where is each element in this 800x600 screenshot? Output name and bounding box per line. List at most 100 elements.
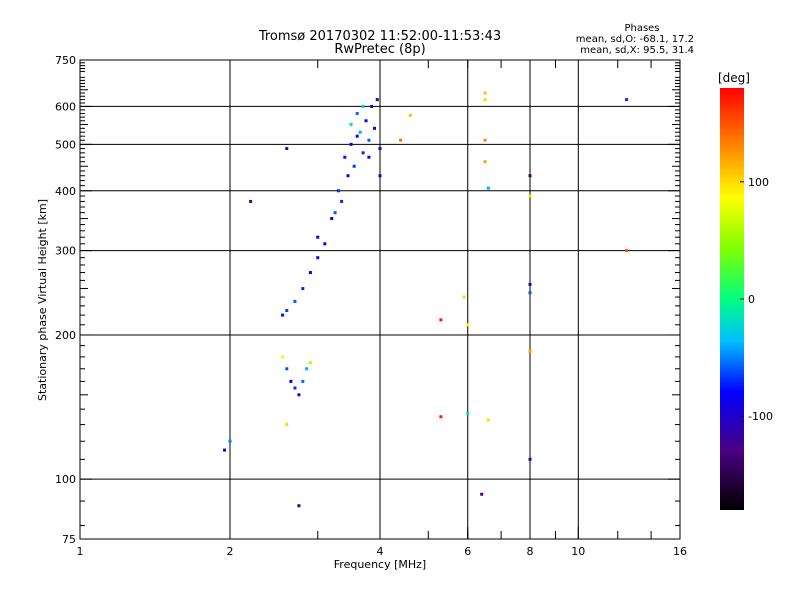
data-point xyxy=(373,126,377,130)
data-point xyxy=(349,142,353,146)
data-point xyxy=(439,415,443,419)
y-axis-ticks: 75 100 200 300 400 500 600 750 xyxy=(55,54,680,546)
colorbar-ticks: 100 0 -100 xyxy=(740,176,773,423)
data-point xyxy=(308,361,312,365)
y-tick-label: 300 xyxy=(55,245,76,258)
x-tick-label: 2 xyxy=(227,545,234,558)
data-point xyxy=(486,418,490,422)
data-point xyxy=(528,349,532,353)
chart-subtitle: RwPretec (8p) xyxy=(334,42,425,57)
data-point xyxy=(285,147,289,151)
y-tick-label: 100 xyxy=(55,473,76,486)
x-tick-label: 10 xyxy=(571,545,585,558)
colorbar: [deg] 100 0 -100 xyxy=(718,71,773,510)
data-point xyxy=(361,104,365,108)
data-point xyxy=(378,174,382,178)
data-point xyxy=(223,448,227,452)
data-point xyxy=(399,138,403,142)
data-point xyxy=(439,318,443,322)
colorbar-tick-label: 100 xyxy=(748,176,769,189)
data-point xyxy=(293,386,297,390)
x-tick-label: 1 xyxy=(77,545,84,558)
data-point xyxy=(336,189,340,193)
x-tick-label: 6 xyxy=(464,545,471,558)
data-point xyxy=(483,98,487,102)
data-point xyxy=(625,249,629,253)
data-point xyxy=(343,155,347,159)
data-point xyxy=(281,355,285,359)
data-point xyxy=(466,323,470,327)
phase-legend: Phases mean, sd,O: -68.1, 17.2 mean, sd,… xyxy=(576,23,694,56)
y-tick-label: 500 xyxy=(55,138,76,151)
x-axis-ticks: 1 2 4 6 8 10 16 xyxy=(77,527,687,558)
data-point xyxy=(340,199,344,203)
data-point xyxy=(528,457,532,461)
data-point xyxy=(375,98,379,102)
data-point xyxy=(316,235,320,239)
data-point xyxy=(528,174,532,178)
y-axis-label: Stationary phase Virtual Height [km] xyxy=(36,199,49,401)
data-point xyxy=(289,379,293,383)
y-tick-label: 750 xyxy=(55,54,76,67)
data-point xyxy=(316,256,320,260)
y-tick-label: 400 xyxy=(55,185,76,198)
data-point xyxy=(483,160,487,164)
x-tick-label: 16 xyxy=(673,545,687,558)
colorbar-tick-label: 0 xyxy=(748,293,755,306)
data-point xyxy=(352,164,356,168)
data-point xyxy=(528,291,532,295)
x-tick-label: 8 xyxy=(527,545,534,558)
data-point xyxy=(486,186,490,190)
colorbar-tick-label: -100 xyxy=(748,410,773,423)
y-tick-label: 600 xyxy=(55,100,76,113)
legend-x-stats: mean, sd,X: 95.5, 31.4 xyxy=(580,45,694,56)
chart-title: Tromsø 20170302 11:52:00-11:53:43 xyxy=(258,29,501,44)
data-point xyxy=(355,111,359,115)
data-point xyxy=(349,123,353,127)
data-point xyxy=(480,492,484,496)
data-point xyxy=(528,194,532,198)
data-point xyxy=(355,134,359,138)
grid-lines xyxy=(80,60,680,539)
data-point xyxy=(297,393,301,397)
data-point xyxy=(281,313,285,317)
data-point xyxy=(462,295,466,299)
data-point xyxy=(483,91,487,95)
data-point xyxy=(378,147,382,151)
data-point xyxy=(346,174,350,178)
data-point xyxy=(301,379,305,383)
data-point xyxy=(293,299,297,303)
data-point xyxy=(228,439,232,443)
data-point xyxy=(466,412,470,416)
data-point xyxy=(285,423,289,427)
data-point xyxy=(249,199,253,203)
data-point xyxy=(333,211,337,215)
data-point xyxy=(301,287,305,291)
data-point xyxy=(285,367,289,371)
data-point xyxy=(408,113,412,117)
data-point xyxy=(285,308,289,312)
data-point xyxy=(625,98,629,102)
y-tick-label: 75 xyxy=(62,533,76,546)
data-point xyxy=(297,504,301,508)
data-point xyxy=(528,282,532,286)
data-point xyxy=(361,151,365,155)
data-point xyxy=(305,367,309,371)
colorbar-label: [deg] xyxy=(718,71,750,85)
data-point xyxy=(308,271,312,275)
data-point xyxy=(367,138,371,142)
data-point xyxy=(367,155,371,159)
x-axis-label: Frequency [MHz] xyxy=(334,558,426,571)
legend-heading: Phases xyxy=(624,23,659,34)
data-point xyxy=(364,119,368,123)
data-point xyxy=(323,242,327,246)
data-point xyxy=(370,104,374,108)
legend-o-stats: mean, sd,O: -68.1, 17.2 xyxy=(576,34,694,45)
y-tick-label: 200 xyxy=(55,329,76,342)
data-point xyxy=(358,130,362,134)
x-tick-label: 4 xyxy=(377,545,384,558)
data-point xyxy=(330,217,334,221)
data-points xyxy=(223,91,629,508)
data-point xyxy=(483,138,487,142)
